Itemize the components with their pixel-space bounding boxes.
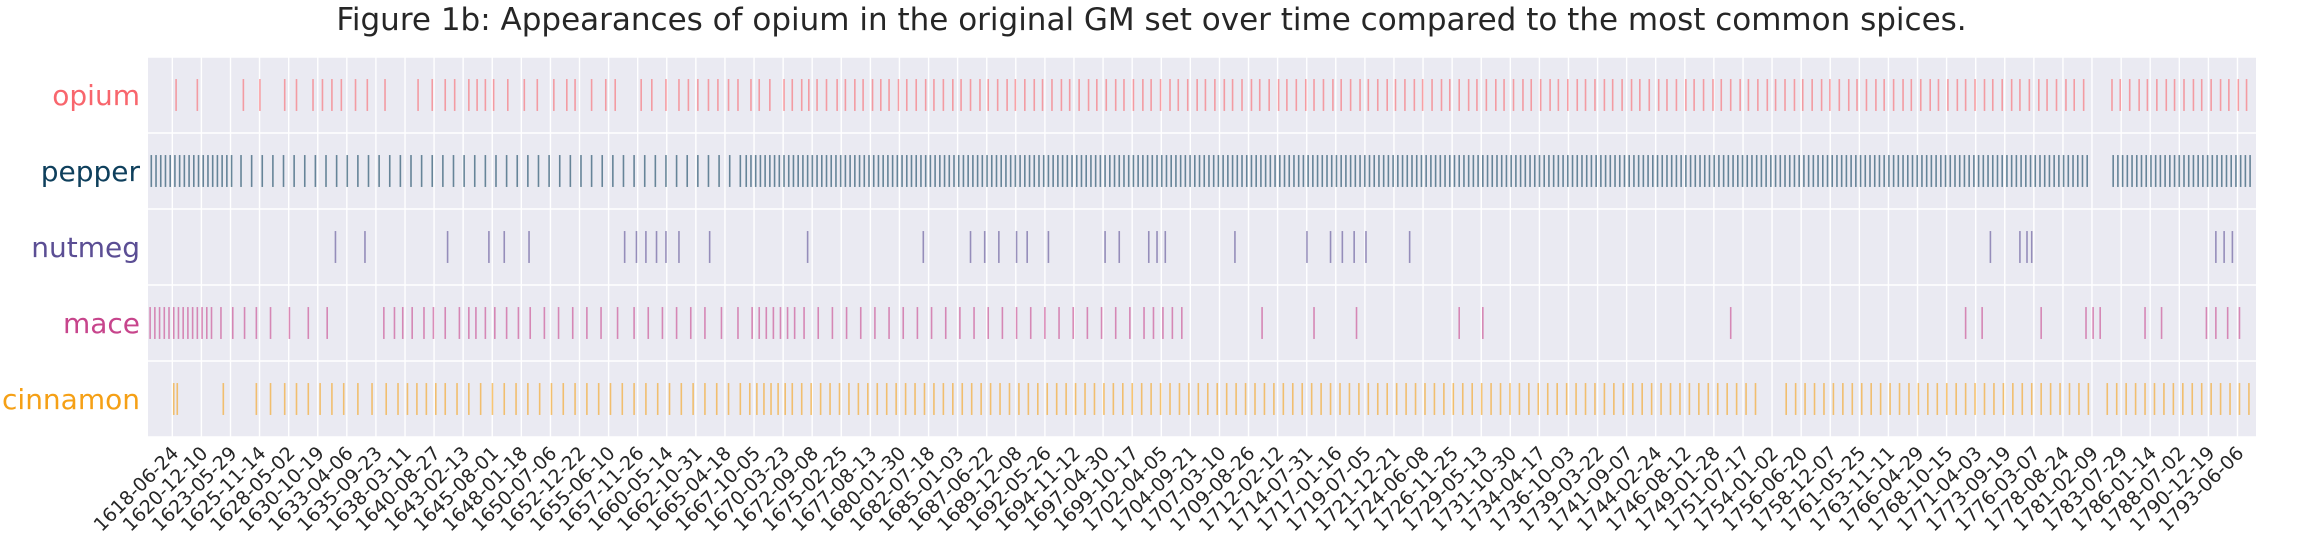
grid-lines — [148, 56, 2256, 438]
category-labels: opium pepper nutmeg mace cinnamon — [2, 79, 140, 416]
category-label-cinnamon: cinnamon — [2, 383, 140, 416]
category-label-pepper: pepper — [41, 155, 141, 188]
chart-title: Figure 1b: Appearances of opium in the o… — [336, 2, 1967, 38]
plot-background — [148, 57, 2256, 437]
series-nutmeg — [334, 231, 2234, 263]
series-mace — [149, 307, 2241, 339]
category-label-mace: mace — [63, 307, 140, 340]
series-pepper — [150, 155, 2251, 187]
x-tick-labels: 1618-06-241620-12-101623-05-291625-11-14… — [90, 442, 2249, 536]
category-label-nutmeg: nutmeg — [31, 231, 140, 264]
category-label-opium: opium — [52, 79, 140, 112]
series-opium — [175, 79, 2248, 111]
series-cinnamon — [172, 383, 2250, 415]
event-marks — [149, 79, 2251, 415]
